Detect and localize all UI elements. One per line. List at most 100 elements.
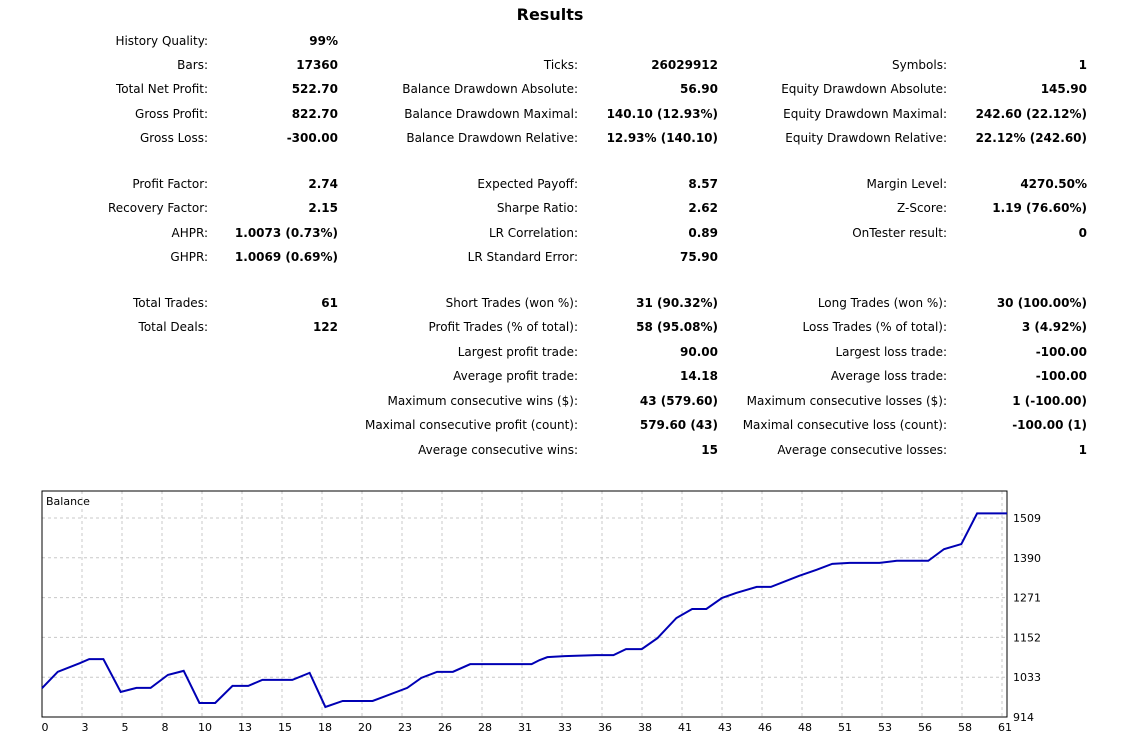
stat-value: 90.00: [680, 345, 718, 359]
stat-value: 140.10 (12.93%): [606, 107, 718, 121]
stat-label: Long Trades (won %):: [817, 296, 947, 310]
stat-value: 2.15: [308, 201, 338, 215]
stat-label: Recovery Factor:: [107, 201, 208, 215]
stat-label: Symbols:: [892, 58, 947, 72]
stat-value: 8.57: [688, 177, 718, 191]
x-tick-label: 18: [318, 721, 332, 734]
x-tick-label: 36: [598, 721, 612, 734]
stat-label: LR Standard Error:: [467, 250, 578, 264]
x-tick-label: 0: [42, 721, 49, 734]
stat-label: Balance Drawdown Relative:: [406, 131, 578, 145]
x-tick-label: 46: [758, 721, 772, 734]
x-tick-label: 33: [558, 721, 572, 734]
stat-value: 1 (-100.00): [1012, 394, 1087, 408]
stat-value: -100.00 (1): [1012, 418, 1087, 432]
x-tick-label: 31: [518, 721, 532, 734]
stat-value: 1.0069 (0.69%): [234, 250, 338, 264]
y-tick-label: 1152: [1013, 631, 1041, 644]
x-tick-label: 20: [358, 721, 372, 734]
x-tick-label: 61: [998, 721, 1012, 734]
x-tick-label: 58: [958, 721, 972, 734]
stat-label: Average consecutive losses:: [777, 443, 947, 457]
stat-label: Maximum consecutive losses ($):: [746, 394, 947, 408]
stat-label: Total Trades:: [133, 296, 208, 310]
stat-label: Maximal consecutive loss (count):: [742, 418, 947, 432]
y-tick-label: 1033: [1013, 671, 1041, 684]
x-tick-label: 28: [478, 721, 492, 734]
stat-value: 30 (100.00%): [996, 296, 1087, 310]
stat-value: 12.93% (140.10): [606, 131, 718, 145]
stat-value: 822.70: [291, 107, 338, 121]
stat-value: 122: [312, 320, 338, 334]
y-tick-label: 1390: [1013, 552, 1041, 565]
y-tick-label: 914: [1013, 711, 1034, 724]
stat-value: 61: [321, 296, 338, 310]
stat-label: GHPR:: [170, 250, 208, 264]
stat-label: Maximum consecutive wins ($):: [387, 394, 578, 408]
stat-value: 58 (95.08%): [636, 320, 718, 334]
stat-label: LR Correlation:: [488, 226, 578, 240]
y-tick-label: 1509: [1013, 512, 1041, 525]
stat-label: Profit Trades (% of total):: [428, 320, 578, 334]
stat-value: 4270.50%: [1020, 177, 1087, 191]
stat-value: 1: [1078, 443, 1087, 457]
stat-label: Equity Drawdown Maximal:: [783, 107, 947, 121]
stat-label: Balance Drawdown Absolute:: [402, 82, 578, 96]
stat-value: 1.19 (76.60%): [992, 201, 1087, 215]
stat-value: 31 (90.32%): [636, 296, 718, 310]
chart-title: Balance: [46, 495, 90, 508]
x-tick-label: 48: [798, 721, 812, 734]
x-tick-label: 51: [838, 721, 852, 734]
stat-label: Largest profit trade:: [457, 345, 578, 359]
x-tick-label: 8: [162, 721, 169, 734]
stat-value: 2.74: [308, 177, 338, 191]
stat-label: Largest loss trade:: [835, 345, 947, 359]
stat-label: Profit Factor:: [132, 177, 208, 191]
stat-value: 522.70: [291, 82, 338, 96]
stat-label: Balance Drawdown Maximal:: [404, 107, 578, 121]
stat-label: Loss Trades (% of total):: [802, 320, 948, 334]
x-tick-label: 41: [678, 721, 692, 734]
balance-line: [41, 512, 1007, 709]
stat-value: 1.0073 (0.73%): [234, 226, 338, 240]
x-tick-label: 26: [438, 721, 452, 734]
x-tick-label: 5: [122, 721, 129, 734]
stat-label: Maximal consecutive profit (count):: [364, 418, 578, 432]
stat-value: 242.60 (22.12%): [975, 107, 1087, 121]
stat-label: Bars:: [177, 58, 208, 72]
stat-value: 3 (4.92%): [1021, 320, 1087, 334]
stat-value: 22.12% (242.60): [975, 131, 1087, 145]
stat-value: 0.89: [688, 226, 718, 240]
x-tick-label: 56: [918, 721, 932, 734]
stat-label: Total Net Profit:: [115, 82, 208, 96]
stat-label: Sharpe Ratio:: [496, 201, 578, 215]
stat-label: Average consecutive wins:: [418, 443, 578, 457]
stat-label: Equity Drawdown Absolute:: [781, 82, 947, 96]
stat-label: OnTester result:: [852, 226, 947, 240]
x-tick-label: 13: [238, 721, 252, 734]
stat-value: 0: [1078, 226, 1087, 240]
stat-label: Margin Level:: [866, 177, 947, 191]
stat-label: Average profit trade:: [453, 369, 578, 383]
x-tick-label: 53: [878, 721, 892, 734]
y-tick-label: 1271: [1013, 592, 1041, 605]
stat-value: -100.00: [1035, 369, 1087, 383]
stat-value: -300.00: [286, 131, 338, 145]
x-tick-label: 38: [638, 721, 652, 734]
chart-frame: [41, 490, 1008, 718]
stat-value: 26029912: [651, 58, 718, 72]
stat-value: 2.62: [688, 201, 718, 215]
stat-label: Short Trades (won %):: [445, 296, 578, 310]
stat-value: 14.18: [680, 369, 718, 383]
stat-label: AHPR:: [171, 226, 208, 240]
stat-value: 145.90: [1040, 82, 1087, 96]
x-tick-label: 43: [718, 721, 732, 734]
stat-value: 1: [1078, 58, 1087, 72]
stat-label: History Quality:: [115, 34, 208, 48]
stat-value: -100.00: [1035, 345, 1087, 359]
stat-value: 15: [701, 443, 718, 457]
stat-value: 99%: [309, 34, 338, 48]
stat-value: 17360: [296, 58, 338, 72]
stat-value: 43 (579.60): [639, 394, 718, 408]
